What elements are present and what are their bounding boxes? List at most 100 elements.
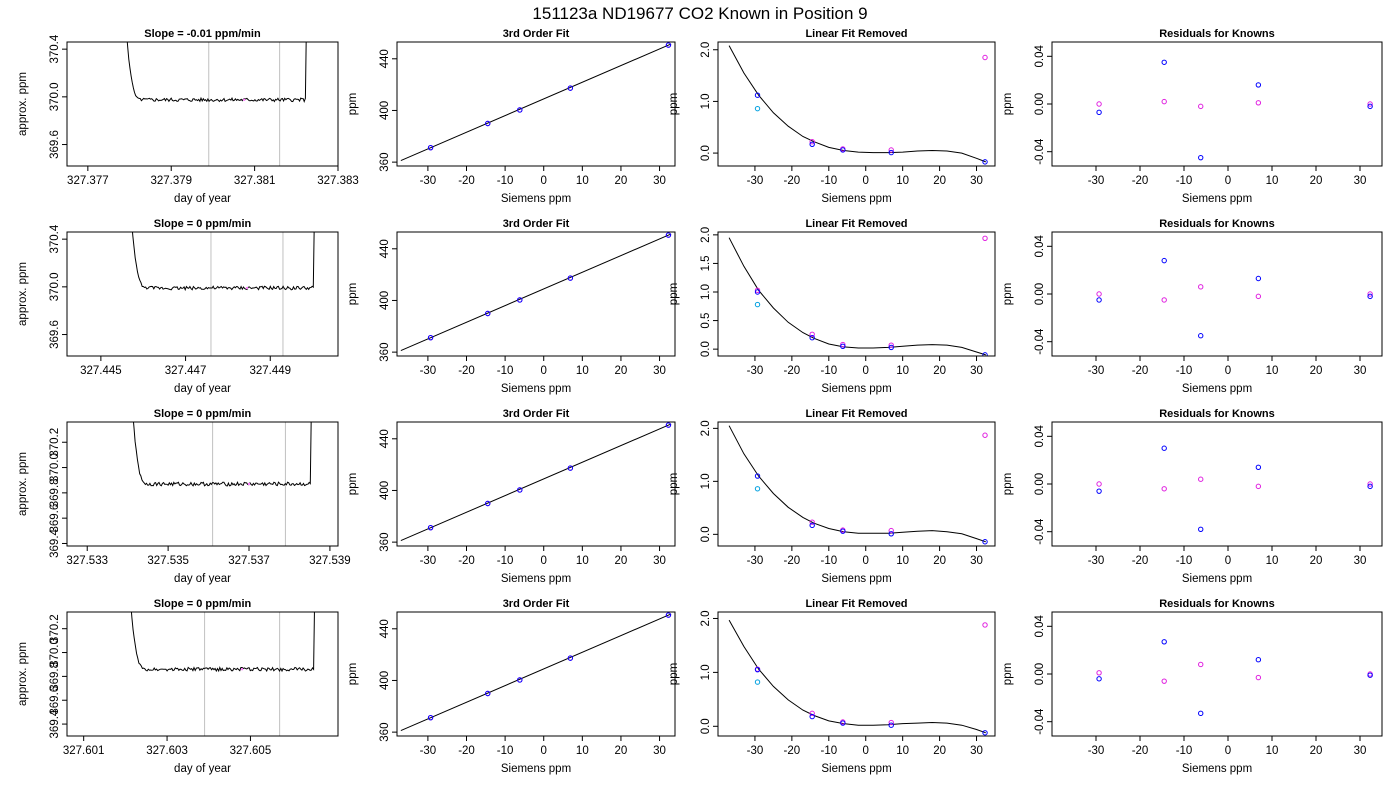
trace-mean-dot (242, 98, 246, 102)
data-trace (130, 612, 315, 673)
data-point-blue (809, 335, 815, 341)
panel-r3-c1: 3rd Order Fit -30 -20 -10 0 10 20 30 360 400 440 Si… (347, 598, 676, 775)
data-point-blue (517, 487, 523, 493)
data-point-blue (982, 352, 988, 356)
data-trace (131, 232, 315, 292)
data-trace (126, 42, 307, 103)
x-tick-label: 20 (933, 175, 946, 187)
y-axis-label: ppm (347, 93, 359, 115)
x-tick-label: 20 (615, 365, 628, 377)
y-tick-label: 400 (379, 291, 391, 310)
data-point-blue (982, 539, 988, 545)
fit-curve (728, 237, 986, 356)
data-point-magenta (1198, 476, 1204, 482)
x-tick-label: 327.449 (249, 365, 291, 377)
data-point-blue (1198, 526, 1204, 533)
x-tick-label: 327.537 (228, 555, 270, 567)
data-point-blue (1367, 103, 1373, 110)
panel-r1-c0: Slope = 0 ppm/min 327.445 327.447 327.449 36… (17, 218, 339, 395)
y-tick-label: 0.5 (700, 313, 712, 329)
plot-area (728, 425, 988, 545)
y-axis-label: ppm (1002, 93, 1014, 115)
x-tick-label: -20 (458, 555, 475, 567)
panel-title: Linear Fit Removed (805, 408, 907, 420)
panel-frame (396, 41, 676, 167)
y-tick-label: 0.0 (700, 341, 712, 357)
panel-frame (66, 231, 339, 357)
x-tick-label: -30 (747, 365, 764, 377)
plot-area (400, 42, 672, 162)
x-tick-label: 20 (1310, 175, 1323, 187)
y-tick-label: 360 (379, 533, 391, 552)
data-point-magenta (809, 519, 815, 525)
plot-area (728, 619, 988, 736)
data-point-magenta (1096, 101, 1102, 107)
x-axis-label: Siemens ppm (1182, 573, 1252, 585)
data-point-magenta (1255, 100, 1262, 106)
data-point-blue (427, 714, 434, 721)
x-tick-label: 10 (576, 365, 589, 377)
y-tick-label: 0.04 (1034, 45, 1046, 68)
y-axis-label: ppm (668, 663, 680, 685)
y-tick-label: -0.04 (1034, 328, 1046, 355)
panel-frame (1051, 231, 1383, 357)
data-point-blue (754, 92, 761, 98)
x-tick-label: 30 (970, 745, 983, 757)
x-tick-label: -10 (1176, 745, 1193, 757)
y-tick-label: 440 (379, 429, 391, 448)
data-point-blue (1096, 488, 1102, 494)
y-tick-label: 370.2 (49, 428, 61, 457)
y-axis-label: ppm (1002, 283, 1014, 305)
panel-r1-c2: Linear Fit Removed -30 -20 -10 0 10 20 30 0.0 0.5… (668, 218, 996, 395)
x-tick-label: -20 (1132, 555, 1149, 567)
x-tick-label: 30 (1354, 365, 1367, 377)
x-tick-label: 30 (970, 555, 983, 567)
data-point-blue (1255, 464, 1262, 471)
panel-title: Slope = -0.01 ppm/min (144, 28, 261, 40)
x-tick-label: -20 (1132, 365, 1149, 377)
panel-title: 3rd Order Fit (503, 218, 570, 230)
data-point-blue (665, 42, 672, 48)
panel-frame (717, 421, 996, 547)
data-point-blue (840, 147, 846, 153)
x-tick-label: -30 (1088, 745, 1105, 757)
data-point-blue (485, 500, 491, 507)
y-tick-label: 369.4 (49, 528, 61, 557)
panel-r2-c3: Residuals for Knowns -30 -20 -10 0 10 20 30 -0.0… (1002, 408, 1383, 585)
data-point-blue (754, 473, 761, 479)
data-point-blue (1161, 639, 1167, 645)
data-point-magenta (888, 342, 894, 348)
data-point-magenta (1367, 291, 1373, 297)
x-tick-label: -20 (458, 365, 475, 377)
data-point-magenta (809, 331, 815, 337)
x-tick-label: -30 (1088, 365, 1105, 377)
plot-area (1096, 257, 1373, 339)
data-point-blue (840, 720, 846, 726)
panel-r3-c3: Residuals for Knowns -30 -20 -10 0 10 20 30 -0.0… (1002, 598, 1383, 775)
plot-area (400, 232, 672, 352)
x-tick-label: 20 (615, 555, 628, 567)
x-tick-label: 30 (1354, 555, 1367, 567)
data-point-magenta (888, 147, 894, 153)
data-point-blue (485, 310, 491, 317)
data-point-blue (1255, 82, 1262, 88)
panel-r3-c0: Slope = 0 ppm/min 327.601 327.603 327.605 36… (17, 598, 339, 775)
x-tick-label: 20 (1310, 745, 1323, 757)
panel-frame (396, 611, 676, 737)
trace-mean-dot (240, 668, 244, 671)
x-tick-label: 327.445 (80, 365, 122, 377)
x-tick-label: -20 (784, 745, 801, 757)
x-axis-label: Siemens ppm (501, 763, 571, 775)
data-point-blue (665, 232, 672, 238)
x-tick-label: -30 (420, 175, 437, 187)
x-tick-label: 0 (541, 365, 547, 377)
x-tick-label: 10 (1266, 555, 1279, 567)
data-point-blue (427, 524, 434, 531)
data-point-magenta (1255, 674, 1262, 681)
x-tick-label: 0 (1225, 365, 1231, 377)
x-tick-label: -30 (1088, 175, 1105, 187)
x-tick-label: 30 (653, 365, 666, 377)
y-tick-label: 0.00 (1034, 93, 1046, 115)
plot-area (126, 42, 307, 166)
